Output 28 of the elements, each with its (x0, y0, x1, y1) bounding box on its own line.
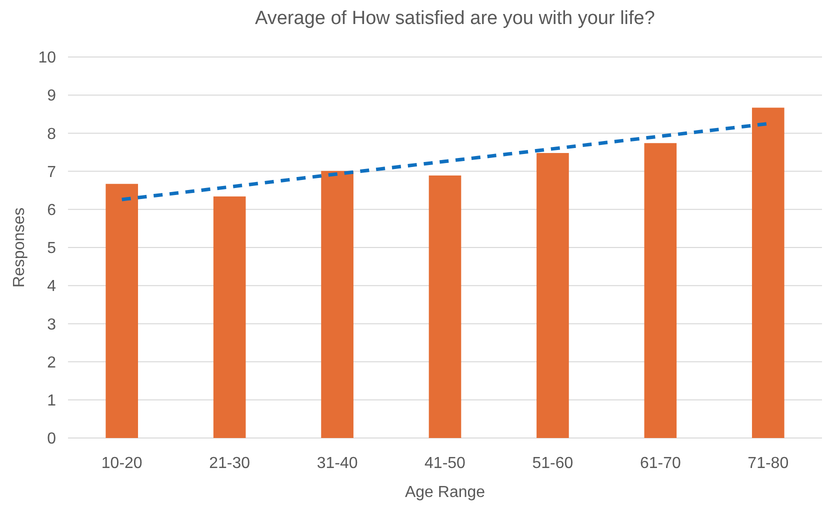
x-tick-label: 51-60 (532, 455, 574, 472)
y-tick-label: 8 (47, 126, 56, 143)
y-axis-title: Responses (11, 207, 28, 288)
x-tick-label: 61-70 (640, 455, 681, 472)
x-tick-label: 10-20 (101, 455, 142, 472)
y-tick-label: 9 (47, 88, 56, 105)
x-tick-label: 31-40 (316, 455, 358, 472)
chart-title: Average of How satisfied are you with your life? (255, 8, 655, 29)
bar (106, 184, 138, 438)
y-tick-label: 7 (47, 164, 56, 181)
x-tick-label: 41-50 (424, 455, 466, 472)
y-tick-label: 1 (47, 392, 56, 410)
y-tick-label: 10 (38, 50, 56, 67)
y-tick-label: 4 (47, 278, 56, 296)
y-tick-label: 0 (47, 430, 56, 448)
bar (428, 175, 462, 438)
bar (321, 170, 354, 438)
bar (644, 143, 677, 438)
x-axis-title: Age Range (404, 484, 486, 501)
x-tick-label: 71-80 (748, 455, 789, 472)
x-tick-label: 21-30 (209, 455, 250, 472)
y-tick-label: 6 (47, 202, 56, 219)
y-tick-label: 3 (47, 316, 56, 334)
bar (213, 196, 246, 438)
y-tick-label: 2 (47, 354, 56, 372)
y-tick-label: 5 (47, 240, 56, 258)
bar (536, 153, 569, 438)
bar (752, 108, 784, 438)
